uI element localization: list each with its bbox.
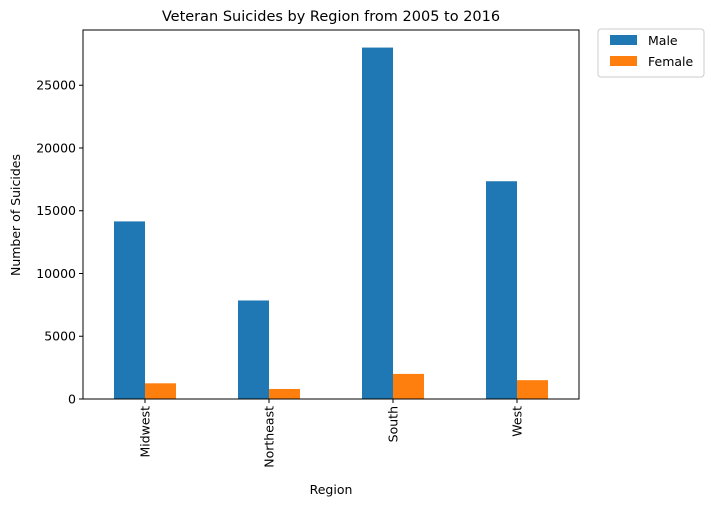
legend-swatch-male [610, 35, 637, 45]
y-axis-label: Number of Suicides [8, 154, 23, 276]
x-tick-label: West [510, 406, 525, 437]
bar-female-south [393, 373, 424, 399]
bar-male-midwest [114, 221, 145, 399]
bar-male-south [362, 47, 393, 399]
plot-frame [82, 29, 580, 400]
bar-female-northeast [269, 388, 300, 399]
y-tick-label: 5000 [44, 329, 76, 344]
bar-male-northeast [238, 300, 269, 399]
y-tick-label: 20000 [36, 140, 76, 155]
chart-title: Veteran Suicides by Region from 2005 to … [162, 9, 500, 25]
legend-label-female: Female [648, 54, 694, 69]
y-tick-label: 25000 [36, 78, 76, 93]
bars [114, 47, 548, 399]
legend: Male Female [597, 28, 705, 78]
bar-male-west [486, 181, 517, 399]
x-tick-label: Midwest [138, 406, 153, 458]
x-tick-label: Northeast [262, 406, 277, 468]
legend-label-male: Male [648, 33, 678, 48]
y-tick-label: 15000 [36, 203, 76, 218]
y-axis-ticks: 0 5000 10000 15000 20000 25000 [36, 78, 83, 407]
bar-female-west [517, 380, 548, 399]
y-tick-label: 0 [68, 392, 76, 407]
x-axis-ticks: Midwest Northeast South West [138, 399, 525, 468]
x-axis-label: Region [310, 482, 353, 497]
y-tick-label: 10000 [36, 266, 76, 281]
bar-female-midwest [145, 383, 176, 399]
legend-swatch-female [610, 56, 637, 66]
x-tick-label: South [386, 406, 401, 442]
